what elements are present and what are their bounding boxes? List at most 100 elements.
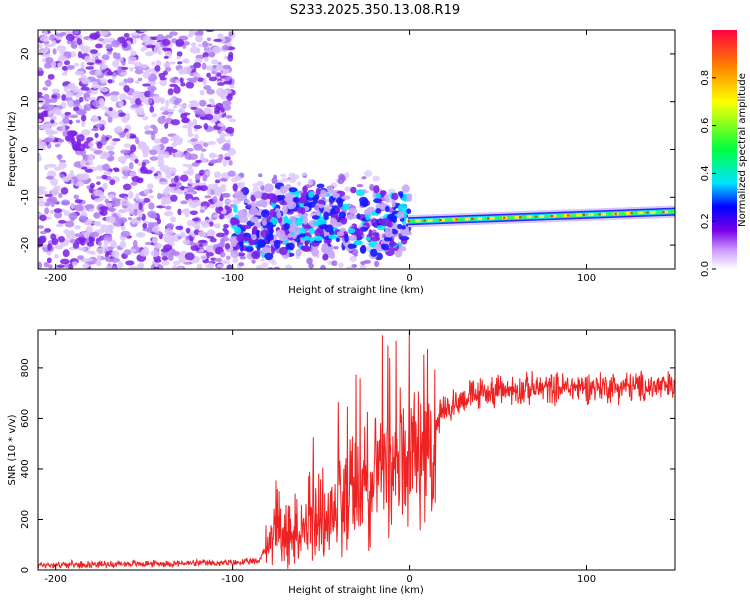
noise-cell <box>142 115 149 121</box>
noise-cell <box>204 219 211 223</box>
noise-cell <box>86 185 91 189</box>
onset-cell <box>323 211 329 221</box>
noise-cell <box>159 181 169 185</box>
noise-cell <box>80 61 85 70</box>
noise-cell <box>170 177 175 184</box>
noise-cell <box>106 224 115 230</box>
colorbar-gradient <box>712 30 737 269</box>
onset-cell <box>401 184 410 193</box>
noise-cell <box>212 196 218 204</box>
noise-cell <box>153 45 162 54</box>
noise-cell <box>67 83 74 89</box>
noise-cell <box>93 211 101 219</box>
noise-cell <box>271 177 278 185</box>
snr-y-label: SNR (10 * v/v) <box>7 414 18 485</box>
noise-cell <box>160 115 167 120</box>
noise-cell <box>161 39 171 46</box>
noise-cell <box>180 82 186 87</box>
noise-cell <box>42 102 51 109</box>
carrier-core <box>494 216 499 220</box>
noise-cell <box>75 110 86 116</box>
noise-cell <box>56 45 67 52</box>
carrier-core <box>540 214 545 218</box>
y-tick-label: 400 <box>20 459 31 478</box>
onset-cell <box>325 206 331 214</box>
onset-cell <box>311 248 320 257</box>
noise-cell <box>103 170 112 176</box>
noise-cell <box>149 156 159 161</box>
noise-cell <box>58 139 65 143</box>
noise-cell <box>198 249 205 253</box>
noise-cell <box>228 31 233 37</box>
noise-cell <box>81 166 88 170</box>
carrier-core <box>625 211 630 215</box>
noise-cell <box>99 30 109 37</box>
noise-cell <box>123 249 132 256</box>
noise-cell <box>152 126 158 135</box>
noise-cell <box>113 168 120 173</box>
onset-cell <box>392 229 398 235</box>
noise-cell <box>80 119 86 128</box>
snr-series-line <box>38 331 675 569</box>
carrier-core <box>523 215 527 219</box>
noise-cell <box>124 154 130 159</box>
noise-cell <box>136 216 142 221</box>
noise-cell <box>172 238 179 242</box>
noise-cell <box>156 34 165 42</box>
noise-cell <box>137 144 144 150</box>
carrier-core <box>636 211 640 215</box>
noise-cell <box>68 263 74 269</box>
colorbar-label: Normalized spectral amplitude <box>737 73 748 227</box>
noise-cell <box>208 230 215 237</box>
colorbar-tick-label: 0.6 <box>700 118 711 134</box>
carrier-core <box>514 215 518 219</box>
noise-cell <box>60 31 67 36</box>
onset-cell <box>391 199 396 208</box>
noise-cell <box>199 208 205 213</box>
noise-cell <box>167 113 172 118</box>
carrier-core <box>627 211 631 215</box>
carrier-core <box>450 218 455 222</box>
noise-cell <box>222 105 232 111</box>
noise-cell <box>191 199 202 207</box>
noise-cell <box>112 51 118 59</box>
noise-cell <box>142 83 151 87</box>
noise-cell <box>38 91 43 97</box>
noise-cell <box>47 73 55 80</box>
noise-cell <box>226 264 233 269</box>
noise-cell <box>110 94 119 102</box>
noise-cell <box>170 194 178 202</box>
noise-cell <box>169 148 178 153</box>
carrier-core <box>632 211 637 215</box>
noise-cell <box>130 32 140 37</box>
noise-cell <box>176 56 181 60</box>
noise-cell <box>161 199 166 207</box>
noise-cell <box>219 177 228 182</box>
onset-cell <box>348 235 358 242</box>
noise-cell <box>110 114 119 119</box>
onset-cell <box>329 217 337 226</box>
noise-cell <box>328 202 334 208</box>
noise-cell <box>133 91 142 96</box>
noise-cell <box>137 77 143 82</box>
noise-cell <box>173 260 181 265</box>
onset-cell <box>335 237 340 243</box>
noise-cell <box>45 57 54 64</box>
heatmap-y-label: Frequency (Hz) <box>7 111 18 187</box>
onset-cell <box>253 190 262 199</box>
noise-cell <box>44 202 51 207</box>
noise-cell <box>216 72 222 77</box>
noise-cell <box>221 89 232 94</box>
onset-cell <box>302 215 307 222</box>
onset-cell <box>315 210 321 216</box>
noise-cell <box>38 153 41 162</box>
noise-cell <box>351 264 358 268</box>
onset-cell <box>235 219 240 226</box>
carrier-core <box>452 218 456 222</box>
carrier-core <box>554 214 559 218</box>
noise-cell <box>142 70 151 79</box>
noise-cell <box>65 33 75 42</box>
noise-cell <box>68 212 78 220</box>
carrier-core <box>579 213 584 217</box>
